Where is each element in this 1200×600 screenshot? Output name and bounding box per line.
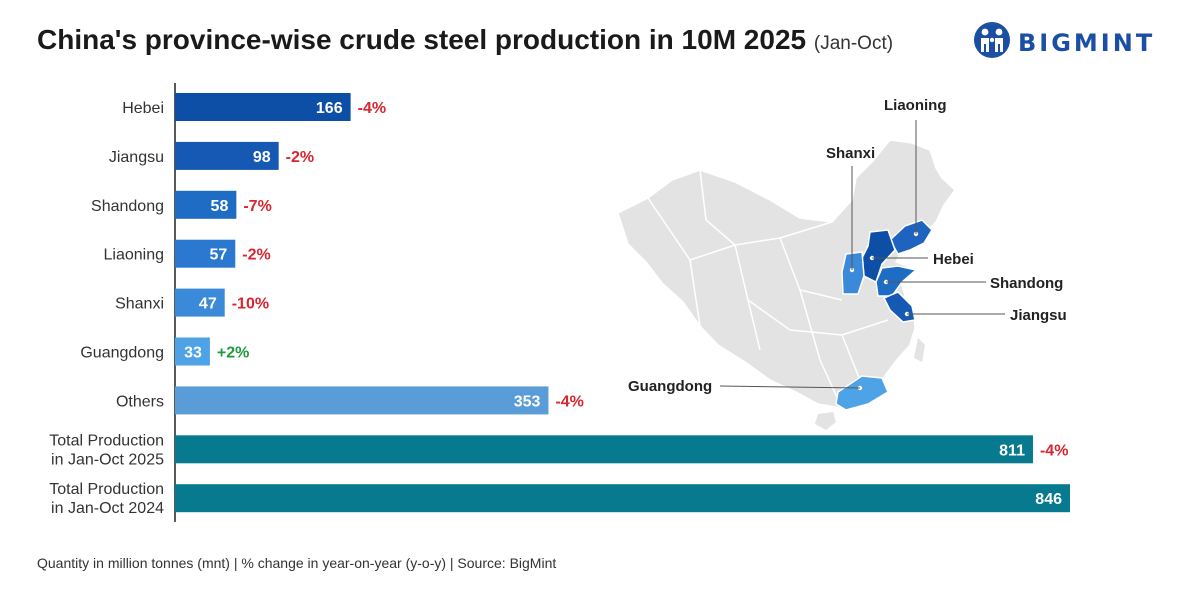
- bar-guangdong: [175, 337, 210, 366]
- callout-line-guangdong: [719, 385, 861, 389]
- category-label-guangdong: Guangdong: [80, 345, 164, 362]
- yoy-change-guangdong: +2%: [217, 345, 249, 362]
- category-label-total-production-7: Total Production in Jan-Oct 2025: [49, 432, 164, 468]
- yoy-change-shandong: -7%: [243, 198, 271, 215]
- bar-shanxi: [175, 288, 225, 317]
- map-label-shandong: Shandong: [990, 275, 1063, 292]
- bar-value-liaoning: 57: [210, 247, 228, 264]
- bar-liaoning: [175, 239, 236, 268]
- map-label-guangdong: Guangdong: [628, 378, 712, 395]
- source-note: Quantity in million tonnes (mnt) | % cha…: [37, 555, 557, 571]
- category-label-liaoning: Liaoning: [104, 247, 165, 264]
- category-label-line: in Jan-Oct 2024: [51, 500, 164, 517]
- map-label-shanxi: Shanxi: [826, 145, 875, 162]
- callout-lines: [719, 120, 1005, 389]
- bar-value-total-production-8: 846: [1035, 491, 1062, 508]
- chart-title: China's province-wise crude steel produc…: [37, 24, 893, 56]
- category-label-line: Total Production: [49, 432, 164, 449]
- category-label-shanxi: Shanxi: [115, 296, 164, 313]
- title-main: China's province-wise crude steel produc…: [37, 24, 807, 55]
- bar-total-production-8: [175, 484, 1070, 513]
- bigmint-logo-mark: [974, 22, 1010, 58]
- bar-series: Hebei 166 -4% Jiangsu 98 -2% Shandong 58 -7% Liao…: [49, 93, 1070, 517]
- bigmint-logo: BIGMINT: [972, 20, 1162, 64]
- province-borders: [647, 169, 889, 409]
- bar-value-guangdong: 33: [184, 345, 202, 362]
- category-label-jiangsu: Jiangsu: [109, 149, 164, 166]
- bar-others: [175, 386, 549, 415]
- province-liaoning: [889, 219, 933, 255]
- map-label-jiangsu: Jiangsu: [1010, 307, 1067, 324]
- yoy-change-others: -4%: [555, 393, 583, 410]
- bar-shandong: [175, 190, 237, 219]
- category-label-hebei: Hebei: [122, 100, 164, 117]
- bar-value-total-production-7: 811: [999, 442, 1025, 459]
- category-label-line: in Jan-Oct 2025: [51, 451, 164, 468]
- hainan-island: [815, 412, 836, 430]
- category-label-line: Total Production: [49, 481, 164, 498]
- china-map: Liaoning Shanxi Hebei Shandong Jiangsu G…: [617, 97, 1067, 430]
- province-shanxi: [841, 251, 865, 295]
- category-label-others: Others: [116, 393, 164, 410]
- province-guangdong: [835, 375, 889, 411]
- bar-jiangsu: [175, 141, 279, 170]
- bar-hebei: [175, 93, 351, 121]
- taiwan-island: [914, 338, 925, 362]
- bar-value-shandong: 58: [211, 198, 229, 215]
- yoy-change-liaoning: -2%: [242, 247, 270, 264]
- bar-value-shanxi: 47: [199, 296, 217, 313]
- bar-total-production-7: [175, 435, 1033, 464]
- category-label-shandong: Shandong: [91, 198, 164, 215]
- logo-text: BIGMINT: [1018, 29, 1156, 57]
- yoy-change-jiangsu: -2%: [286, 149, 314, 166]
- map-label-liaoning: Liaoning: [884, 97, 947, 114]
- bar-value-others: 353: [514, 393, 541, 410]
- map-label-hebei: Hebei: [933, 251, 974, 268]
- category-label-total-production-8: Total Production in Jan-Oct 2024: [49, 481, 164, 517]
- yoy-change-shanxi: -10%: [232, 296, 269, 313]
- title-period: (Jan-Oct): [813, 33, 894, 54]
- yoy-change-total-production-7: -4%: [1040, 442, 1068, 459]
- province-shandong: [875, 265, 918, 297]
- yoy-change-hebei: -4%: [358, 100, 386, 117]
- bar-value-jiangsu: 98: [253, 149, 271, 166]
- bar-value-hebei: 166: [316, 100, 343, 117]
